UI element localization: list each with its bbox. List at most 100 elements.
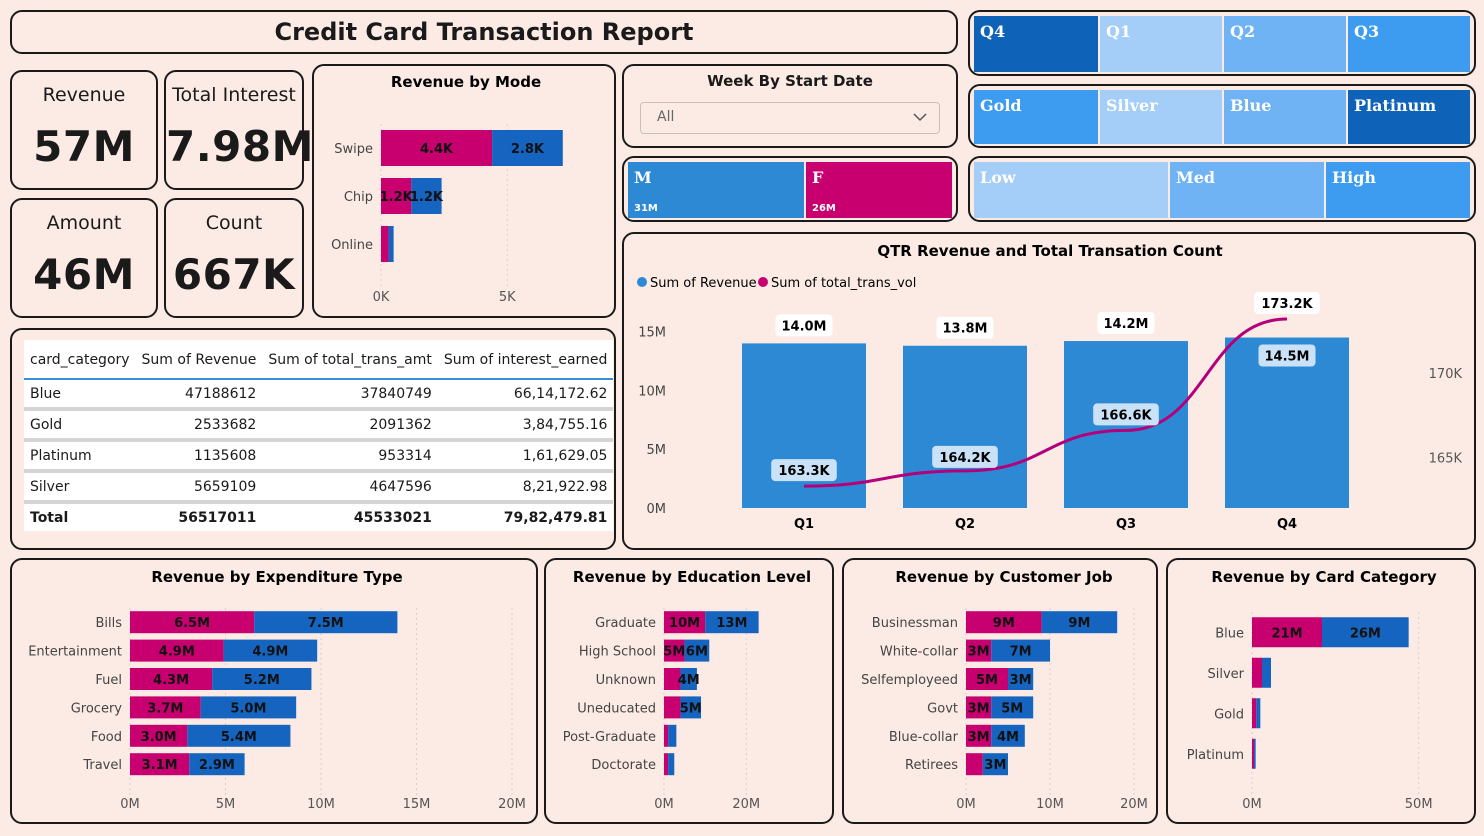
bar-male[interactable] [223,639,318,662]
card-silver-label: Silver [1106,96,1158,115]
gender-slicer-panel: M 31M F 26M [622,156,958,222]
bar-female[interactable] [1252,617,1322,648]
bar-female[interactable] [1252,738,1254,769]
category-label: Post-Graduate [563,730,656,745]
table-header[interactable]: Sum of interest_earned [437,340,614,380]
bar-male[interactable] [705,611,759,634]
table-cell: Gold [24,409,136,442]
bar-female[interactable] [130,668,213,690]
x-tick-label: 20M [498,797,526,812]
line-transaction-volume[interactable] [803,317,1288,488]
week-dropdown[interactable]: All [640,102,940,134]
quarter-tile-q2[interactable]: Q2 [1224,16,1348,72]
legend-volume-label: Sum of total_trans_vol [771,276,916,291]
bar-male[interactable] [668,753,675,776]
revenue-data-label: 14.5M [1264,350,1309,365]
bar-male[interactable] [200,696,297,719]
bar-female[interactable] [966,753,983,776]
card-tile-blue[interactable]: Blue [1224,90,1348,144]
bar-male[interactable] [991,696,1034,719]
bar-male[interactable] [680,668,697,690]
income-tile-high[interactable]: High [1326,162,1470,218]
y2-tick-label: 170K [1429,367,1463,382]
table-row[interactable]: Gold 2533682 2091362 3,84,755.16 [24,409,614,442]
bar-female[interactable] [130,639,224,662]
bar-male[interactable] [411,178,442,214]
table-cell: 8,21,922.98 [437,471,614,504]
bar-female[interactable] [664,753,669,776]
bar-female[interactable] [1252,657,1262,688]
bar-female[interactable] [966,668,1008,690]
y-tick-label: 5M [647,443,667,458]
bar-female[interactable] [664,724,669,747]
bar-male[interactable] [982,753,1008,776]
category-label: Grocery [71,701,123,716]
card-tile-platinum[interactable]: Platinum [1348,90,1470,144]
x-tick-label: 10M [1036,797,1064,812]
quarter-tile-q4[interactable]: Q4 [974,16,1100,72]
table-header[interactable]: Sum of total_trans_amt [262,340,438,380]
bar-female[interactable] [664,668,681,690]
table-header[interactable]: Sum of Revenue [135,340,263,380]
bar-male[interactable] [991,724,1025,747]
bar-female[interactable] [130,753,190,776]
table-row[interactable]: Blue 47188612 37840749 66,14,172.62 [24,379,614,411]
bar-female[interactable] [130,611,255,634]
bar-female[interactable] [130,696,201,719]
bar-male[interactable] [680,696,702,719]
card-tile-silver[interactable]: Silver [1100,90,1224,144]
quarter-tile-q3[interactable]: Q3 [1348,16,1470,72]
bar-male[interactable] [1008,668,1034,690]
bar-male[interactable] [1041,611,1118,634]
bar-revenue[interactable] [903,345,1027,508]
bar-female[interactable] [381,226,389,262]
bar-male[interactable] [1262,657,1271,688]
gender-m-tile[interactable]: M 31M [628,162,806,218]
data-label: 3M [968,645,990,660]
table-cell: Blue [24,379,136,411]
gender-f-tile[interactable]: F 26M [806,162,952,218]
bar-female[interactable] [381,130,493,166]
table-total-cell: 45533021 [262,501,438,531]
table-header[interactable]: card_category [24,340,136,380]
bar-female[interactable] [381,178,412,214]
volume-data-label: 166.6K [1100,408,1152,423]
bar-female[interactable] [1252,698,1257,729]
bar-male[interactable] [1254,738,1256,769]
income-tile-low[interactable]: Low [974,162,1170,218]
bar-male[interactable] [684,639,710,662]
category-label: Retirees [905,758,958,773]
table-cell: 3,84,755.16 [437,409,614,442]
revenue-data-label: 14.2M [1103,317,1148,332]
quarter-tile-q1[interactable]: Q1 [1100,16,1224,72]
y2-tick-label: 165K [1429,451,1463,466]
bar-male[interactable] [1256,698,1261,729]
bar-female[interactable] [664,639,685,662]
bar-female[interactable] [966,696,992,719]
bar-female[interactable] [664,696,681,719]
table-cell: 47188612 [135,379,263,411]
table-cell: 37840749 [262,379,438,411]
category-label: Chip [344,190,373,205]
bar-male[interactable] [388,226,394,262]
bar-male[interactable] [189,753,245,776]
bar-male[interactable] [187,724,291,747]
bar-male[interactable] [492,130,563,166]
kpi-revenue-label: Revenue [42,84,126,106]
bar-female[interactable] [966,724,992,747]
bar-male[interactable] [668,724,677,747]
income-tile-med[interactable]: Med [1170,162,1326,218]
bar-male[interactable] [254,611,398,634]
bar-female[interactable] [130,724,188,747]
bar-female[interactable] [664,611,706,634]
bar-male[interactable] [991,639,1050,662]
bar-female[interactable] [966,611,1042,634]
bar-male[interactable] [212,668,312,690]
card-tile-gold[interactable]: Gold [974,90,1100,144]
bar-female[interactable] [966,639,992,662]
x-tick-label: 20M [732,797,760,812]
table-row[interactable]: Platinum 1135608 953314 1,61,629.05 [24,440,614,473]
table-row[interactable]: Silver 5659109 4647596 8,21,922.98 [24,471,614,504]
income-high-label: High [1332,168,1377,187]
bar-male[interactable] [1322,617,1409,648]
